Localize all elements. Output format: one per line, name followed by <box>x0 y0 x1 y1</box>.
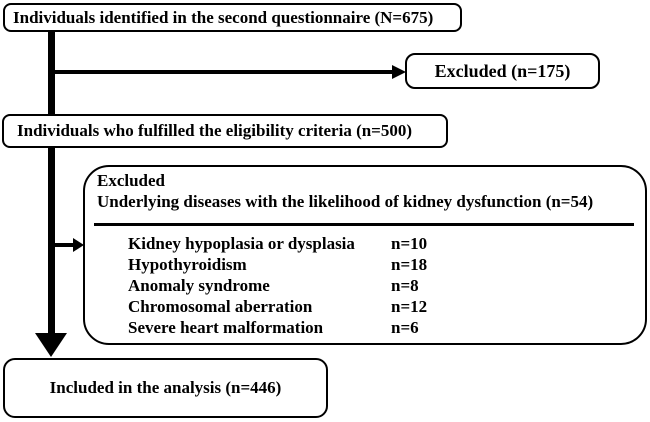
exclusion-item: Kidney hypoplasia or dysplasia n=10 <box>128 233 637 254</box>
exclusion-item-label: Chromosomal aberration <box>128 297 313 316</box>
exclusion-item: Hypothyroidism n=18 <box>128 254 637 275</box>
exclusion-item-label: Anomaly syndrome <box>128 276 270 295</box>
exclusion-item: Anomaly syndrome n=8 <box>128 275 637 296</box>
exclusion-item: Chromosomal aberration n=12 <box>128 296 637 317</box>
node-eligible-label: Individuals who fulfilled the eligibilit… <box>17 121 413 140</box>
node-excluded-1-label: Excluded (n=175) <box>434 60 571 81</box>
node-eligible: Individuals who fulfilled the eligibilit… <box>2 114 448 148</box>
node-identified-label: Individuals identified in the second que… <box>13 7 434 27</box>
exclusion-item-label: Severe heart malformation <box>128 318 324 337</box>
divider-line <box>94 223 634 226</box>
exclusion-item-count: n=12 <box>391 297 428 316</box>
exclusion-item-label: Hypothyroidism <box>128 255 247 274</box>
exclusion-item-count: n=8 <box>391 276 419 295</box>
exclusion-item-count: n=6 <box>391 318 419 337</box>
arrowhead-right-excluded-2 <box>73 238 84 252</box>
connector-identified-to-eligible <box>48 31 55 116</box>
exclusion-reason-list: Kidney hypoplasia or dysplasia n=10 Hypo… <box>128 233 637 338</box>
node-excluded-2: Excluded Underlying diseases with the li… <box>83 165 647 345</box>
connector-to-excluded-1 <box>54 70 392 74</box>
excluded-2-heading: Excluded <box>97 171 166 190</box>
exclusion-item-count: n=10 <box>391 234 428 253</box>
exclusion-item-label: Kidney hypoplasia or dysplasia <box>128 234 355 253</box>
node-excluded-1: Excluded (n=175) <box>405 53 600 89</box>
node-included: Included in the analysis (n=446) <box>3 358 328 418</box>
arrowhead-down-included <box>35 333 67 357</box>
node-included-label: Included in the analysis (n=446) <box>49 378 282 397</box>
exclusion-item-count: n=18 <box>391 255 428 274</box>
connector-eligible-to-included <box>48 146 55 334</box>
arrowhead-right-excluded-1 <box>392 65 406 79</box>
exclusion-item: Severe heart malformation n=6 <box>128 317 637 338</box>
excluded-2-subheading: Underlying diseases with the likelihood … <box>97 192 594 211</box>
node-identified: Individuals identified in the second que… <box>3 3 462 32</box>
connector-to-excluded-2 <box>54 243 73 247</box>
